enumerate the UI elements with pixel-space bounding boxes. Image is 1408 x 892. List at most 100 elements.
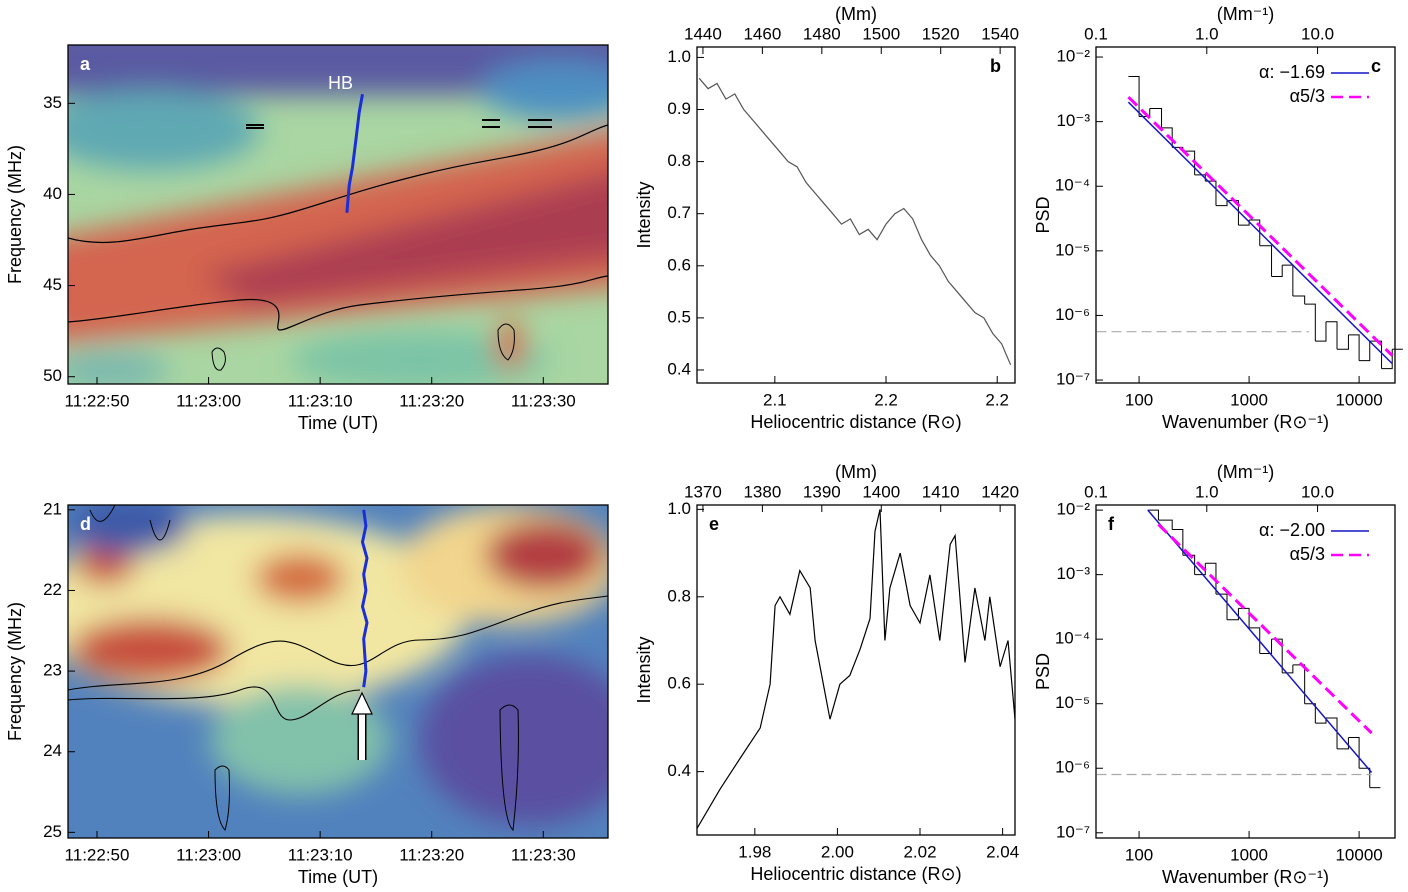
panel-label: e (709, 514, 719, 534)
psd-step (1149, 107, 1163, 128)
contour (211, 323, 515, 371)
x-tick-label: 11:23:10 (288, 845, 353, 864)
x-axis-label: Heliocentric distance (R⊙) (750, 864, 961, 884)
y-tick-label: 10⁻² (1056, 47, 1090, 66)
psd-step (1259, 245, 1273, 277)
y-tick-label: 10⁻⁵ (1055, 693, 1090, 712)
burst-trace (345, 93, 364, 213)
blob (68, 90, 260, 170)
psd-step (1337, 737, 1349, 750)
psd-step (1381, 349, 1393, 370)
plot-frame (1095, 504, 1396, 839)
y-tick-label: 10⁻⁶ (1055, 758, 1090, 777)
blob (485, 520, 605, 590)
spectrogram-backdrop (68, 45, 608, 384)
x2-tick-label: 10.0 (1301, 482, 1334, 501)
annotation: HB (328, 73, 353, 93)
psd-step (1282, 264, 1294, 296)
contour (68, 686, 361, 721)
y-tick-label: 50 (43, 366, 62, 385)
x-tick-label: 2.2 (874, 390, 898, 409)
psd-step (1158, 519, 1173, 530)
y-tick-label: 0.5 (667, 307, 691, 326)
x-tick-label: 1.98 (738, 842, 771, 861)
y-tick-label: 0.6 (667, 255, 691, 274)
x-tick-label: 11:23:20 (399, 845, 464, 864)
y-tick-label: 10⁻⁴ (1055, 176, 1090, 195)
psd-step (1348, 334, 1360, 361)
legend-label: α: −1.69 (1259, 62, 1325, 82)
x2-tick-label: 1500 (862, 24, 900, 43)
dash-marks (246, 119, 552, 129)
y-tick-label: 0.9 (667, 99, 691, 118)
y-axis-label: Frequency (MHz) (5, 602, 25, 741)
x-tick-label: 11:23:20 (399, 391, 464, 410)
psd-step (1325, 717, 1338, 749)
contour (68, 275, 608, 331)
contour (68, 595, 608, 691)
psd-step (1249, 219, 1261, 246)
x-tick-label: 2.00 (821, 842, 854, 861)
psd-step (1304, 703, 1316, 724)
y-tick-label: 10⁻⁶ (1055, 305, 1090, 324)
y-axis-label: Frequency (MHz) (5, 145, 25, 284)
y-tick-label: 0.6 (667, 674, 691, 693)
psd-step (1304, 303, 1316, 342)
y-tick-label: 0.7 (667, 203, 691, 222)
psd-step (1215, 593, 1228, 620)
psd-step (1259, 639, 1273, 654)
x-tick-label: 11:23:00 (176, 391, 241, 410)
x2-tick-label: 1390 (803, 482, 841, 501)
x2-tick-label: 1460 (743, 24, 781, 43)
x2-tick-label: 1.0 (1195, 24, 1219, 43)
intensity-line (696, 509, 1016, 829)
arrow-head (351, 691, 373, 715)
plot-frame (696, 46, 1016, 384)
psd-step (1205, 180, 1217, 206)
y-tick-label: 0.8 (667, 586, 691, 605)
x-tick-label: 11:23:10 (288, 391, 353, 410)
y-tick-label: 25 (43, 822, 62, 841)
plot-frame (696, 504, 1016, 836)
blob (70, 618, 230, 682)
y-tick-label: 0.4 (667, 761, 691, 780)
x-tick-label: 100 (1125, 845, 1153, 864)
x-axis-label: Time (UT) (298, 867, 378, 887)
panel-label: a (80, 54, 91, 74)
legend-label: α5/3 (1290, 86, 1325, 106)
y-axis-label: PSD (1033, 653, 1053, 690)
x-tick-label: 2.04 (986, 842, 1019, 861)
x2-tick-label: 1480 (803, 24, 841, 43)
fit-line (1127, 101, 1393, 365)
x-axis-label: Wavenumber (R⊙⁻¹) (1162, 412, 1329, 432)
fit-line (1147, 509, 1373, 773)
blob (68, 350, 170, 384)
x2-axis-label: (Mm) (835, 4, 877, 24)
blob (290, 330, 550, 384)
legend-label: α5/3 (1290, 544, 1325, 564)
y-axis-label: Intensity (634, 181, 654, 248)
x2-axis-label: (Mm) (835, 462, 877, 482)
psd-step (1238, 607, 1250, 628)
psd-step (1292, 664, 1306, 704)
backdrop-blobs (68, 45, 608, 384)
y-tick-label: 45 (43, 275, 62, 294)
x-axis-label: Heliocentric distance (R⊙) (750, 412, 961, 432)
x2-tick-label: 1400 (862, 482, 900, 501)
y-tick-label: 35 (43, 93, 62, 112)
blob (255, 553, 345, 603)
psd-step (1271, 265, 1283, 278)
psd-step (1359, 341, 1371, 362)
y-tick-label: 22 (43, 580, 62, 599)
backdrop-blobs (68, 505, 608, 825)
fit-line (1157, 523, 1373, 735)
y-axis-label: PSD (1033, 196, 1053, 233)
x2-tick-label: 1410 (922, 482, 960, 501)
x2-tick-label: 10.0 (1301, 24, 1334, 43)
x-tick-label: 10000 (1335, 390, 1382, 409)
x-tick-label: 1000 (1230, 390, 1268, 409)
panel-label: c (1371, 56, 1381, 76)
intensity-line (698, 77, 1012, 366)
psd-step (1315, 321, 1327, 342)
contour (68, 124, 608, 244)
